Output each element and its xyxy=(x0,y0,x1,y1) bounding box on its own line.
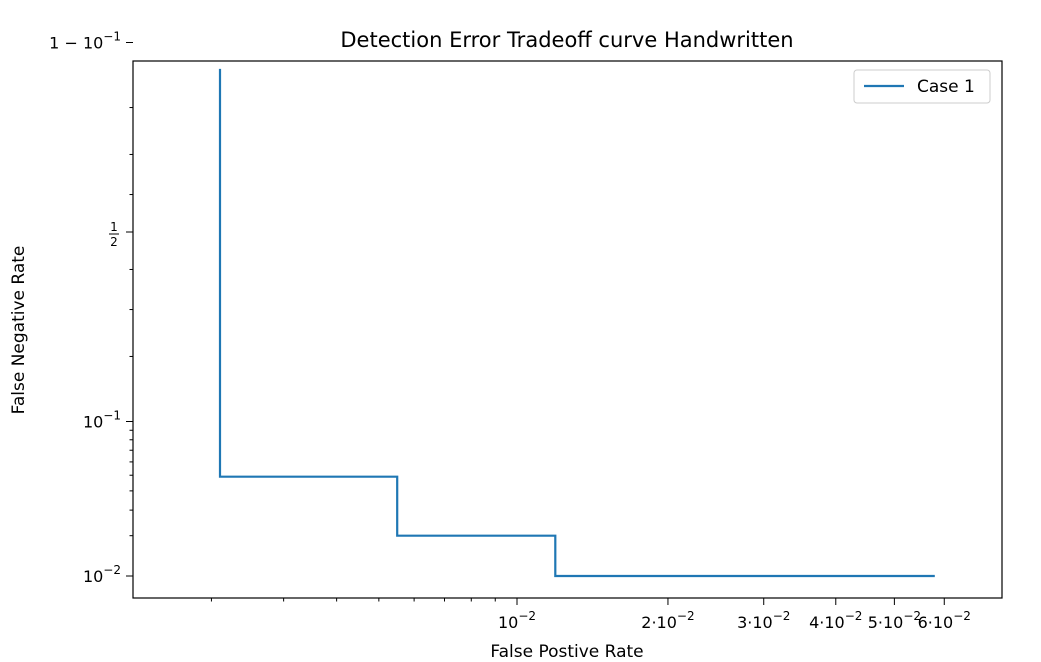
svg-text:1: 1 xyxy=(110,220,118,234)
svg-text:1 − 10−1: 1 − 10−1 xyxy=(49,29,121,52)
y-tick-label: 10−2 xyxy=(83,563,121,586)
legend: Case 1 xyxy=(853,69,991,104)
y-tick-label: 1 − 10−1 xyxy=(49,29,121,52)
x-axis-label: False Postive Rate xyxy=(490,642,643,662)
x-tick-label: 4·10−2 xyxy=(809,609,862,632)
svg-text:10−2: 10−2 xyxy=(83,563,121,586)
series-line-1 xyxy=(218,68,935,578)
plot-area xyxy=(132,60,1003,599)
series-layer xyxy=(218,68,935,578)
legend-label-case-1: Case 1 xyxy=(917,77,975,97)
svg-text:10−1: 10−1 xyxy=(83,409,121,432)
x-tick-label: 3·10−2 xyxy=(737,609,790,632)
chart-title: Detection Error Tradeoff curve Handwritt… xyxy=(340,28,793,52)
x-tick-label: 5·10−2 xyxy=(868,609,921,632)
x-axis-ticks: 10−2 2·10−2 3·10−2 4·10−2 5·10−26·10−2 xyxy=(210,598,971,632)
svg-text:2: 2 xyxy=(110,235,118,249)
x-tick-label: 10−2 xyxy=(498,609,536,632)
y-tick-label: 12 xyxy=(109,220,119,249)
legend-box xyxy=(853,69,991,104)
y-axis-ticks: 1 − 10−1 12 10−1 10−2 xyxy=(49,29,133,586)
x-tick-label: 6·10−2 xyxy=(918,609,971,632)
x-tick-label: 2·10−2 xyxy=(641,609,694,632)
y-tick-label: 10−1 xyxy=(83,409,121,432)
y-axis-label: False Negative Rate xyxy=(9,246,29,415)
